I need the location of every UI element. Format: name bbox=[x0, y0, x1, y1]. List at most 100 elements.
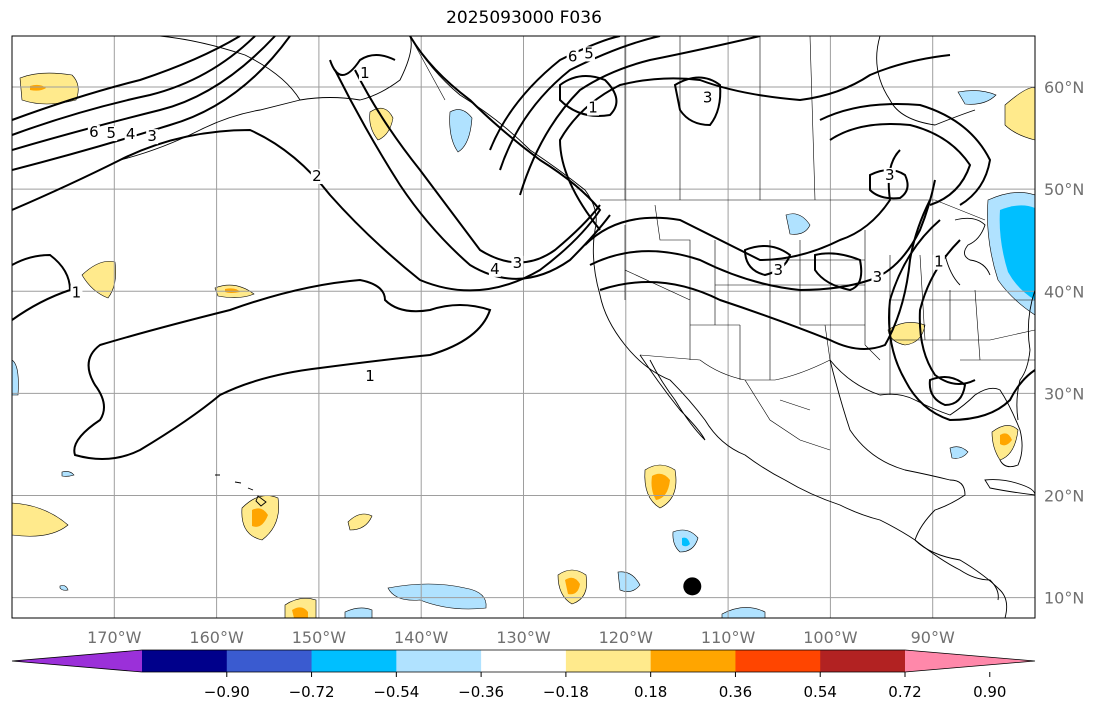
canada-province-borders bbox=[624, 36, 816, 201]
negative-anomaly-patch bbox=[449, 109, 473, 153]
baja-california-coastline bbox=[639, 354, 706, 441]
contour-6 bbox=[12, 36, 241, 121]
contour-label-backdrop bbox=[932, 254, 945, 270]
mexico-gulf-coastline bbox=[829, 359, 966, 541]
contour-label: 3 bbox=[147, 127, 157, 145]
hawaii-islands bbox=[215, 474, 267, 507]
negative-anomaly-patch bbox=[721, 607, 766, 618]
colorbar-outline bbox=[11, 649, 1036, 673]
central-america-coastline bbox=[914, 539, 999, 601]
latitude-labels: 60°N 50°N 40°N 30°N 20°N 10°N bbox=[1044, 78, 1084, 608]
colorbar-tick-labels: −0.90 −0.72 −0.54 −0.36 −0.18 0.18 0.36 0.54 0.7… bbox=[204, 672, 1006, 701]
colorbar-segment bbox=[396, 650, 482, 672]
contour-label-backdrop bbox=[488, 261, 501, 277]
contour-label-backdrop bbox=[87, 125, 100, 141]
marker-dot bbox=[683, 577, 702, 596]
contour-label: 6 bbox=[89, 123, 99, 141]
colorbar-extend-min bbox=[12, 650, 142, 672]
contour-label-backdrop bbox=[587, 100, 600, 116]
positive-anomaly-patch bbox=[19, 72, 79, 105]
contour-5 bbox=[12, 36, 256, 136]
positive-anomaly-core bbox=[565, 577, 580, 595]
colorbar-tick-label: 0.90 bbox=[973, 683, 1006, 701]
contour-label: 2 bbox=[312, 167, 322, 185]
aleutian-islands bbox=[119, 99, 301, 161]
coastlines bbox=[119, 36, 1035, 618]
longitude-tick-label: 130°W bbox=[496, 628, 551, 647]
colorbar-tick-label: 0.36 bbox=[719, 683, 752, 701]
colorbar-tick-label: 0.54 bbox=[804, 683, 837, 701]
gulf-coastline bbox=[829, 359, 1023, 468]
contour-label: 3 bbox=[773, 261, 783, 279]
contour-label: 4 bbox=[126, 125, 136, 143]
colorbar-tick-label: −0.36 bbox=[458, 683, 504, 701]
colorbar-extend-max bbox=[905, 650, 1035, 672]
political-borders bbox=[409, 36, 1035, 451]
contour-label-backdrop bbox=[358, 65, 371, 81]
contour-3-us bbox=[584, 149, 901, 262]
negative-anomaly-patch bbox=[61, 471, 75, 477]
contour-label: 1 bbox=[360, 64, 370, 82]
positive-anomaly-patch bbox=[369, 107, 394, 141]
longitude-tick-label: 110°W bbox=[701, 628, 756, 647]
contour-3-us-low bbox=[589, 179, 936, 292]
longitude-labels: 170°W 160°W 150°W 140°W 130°W 120°W 110°W 100°W… bbox=[87, 628, 955, 647]
colorbar-tick-label: 0.72 bbox=[888, 683, 921, 701]
contour-3-canada bbox=[558, 54, 951, 231]
contour-label-backdrop bbox=[124, 127, 137, 143]
contour-3-east bbox=[819, 103, 992, 206]
great-lakes bbox=[944, 217, 991, 286]
positive-anomaly-core bbox=[1000, 433, 1012, 446]
colorbar-tick-label: −0.18 bbox=[543, 683, 589, 701]
contour-label-backdrop bbox=[582, 46, 595, 62]
colorbar bbox=[11, 649, 1036, 673]
positive-anomaly-core bbox=[292, 607, 308, 618]
contour-3-gulf-loop bbox=[928, 375, 967, 407]
positive-anomaly-patch bbox=[347, 513, 373, 531]
contour-label: 6 bbox=[568, 48, 578, 66]
contour-5-canada bbox=[499, 36, 661, 171]
contour-label-backdrop bbox=[105, 126, 118, 142]
contour-lines bbox=[12, 36, 1035, 460]
latitude-tick-label: 10°N bbox=[1044, 589, 1084, 608]
negative-anomaly-core bbox=[999, 205, 1035, 300]
contour-2-east-inner bbox=[918, 239, 976, 385]
negative-anomaly-core bbox=[682, 537, 690, 547]
contour-label-backdrop bbox=[566, 49, 579, 65]
negative-anomaly-patch bbox=[59, 585, 69, 591]
colorbar-tick-label: 0.18 bbox=[634, 683, 667, 701]
us-mexico-border bbox=[639, 354, 831, 381]
contour-3-canada-inner bbox=[673, 76, 722, 127]
hudson-bay-coastline bbox=[876, 36, 976, 126]
colorbar-segment bbox=[311, 650, 397, 672]
colorbar-segment bbox=[820, 650, 906, 672]
contour-label-backdrop bbox=[70, 285, 83, 301]
longitude-tick-label: 150°W bbox=[292, 628, 347, 647]
colorbar-segment bbox=[481, 650, 567, 672]
latitude-tick-label: 50°N bbox=[1044, 180, 1084, 199]
contour-label: 3 bbox=[703, 88, 713, 106]
contour-label: 1 bbox=[365, 367, 375, 385]
contour-3-gulf bbox=[334, 69, 611, 280]
contour-4 bbox=[12, 36, 276, 151]
colorbar-segment bbox=[735, 650, 821, 672]
negative-anomaly-patch bbox=[12, 359, 19, 396]
latitude-tick-label: 40°N bbox=[1044, 282, 1084, 301]
colorbar-segment bbox=[142, 650, 228, 672]
contour-label-backdrop bbox=[511, 255, 524, 271]
contour-1-east bbox=[888, 219, 1035, 422]
contour-label: 5 bbox=[106, 124, 116, 142]
longitude-tick-label: 160°W bbox=[189, 628, 244, 647]
us-canada-border bbox=[600, 199, 986, 221]
us-state-borders-west bbox=[624, 204, 881, 380]
colorbar-tick-label: −0.54 bbox=[373, 683, 419, 701]
negative-anomaly-patch bbox=[785, 213, 811, 235]
positive-anomaly-patch bbox=[12, 502, 69, 537]
contour-2-inner bbox=[329, 54, 396, 76]
longitude-tick-label: 170°W bbox=[87, 628, 142, 647]
contour-label: 4 bbox=[490, 260, 500, 278]
contour-4-canada bbox=[519, 36, 761, 196]
contour-label-backdrop bbox=[364, 369, 377, 385]
